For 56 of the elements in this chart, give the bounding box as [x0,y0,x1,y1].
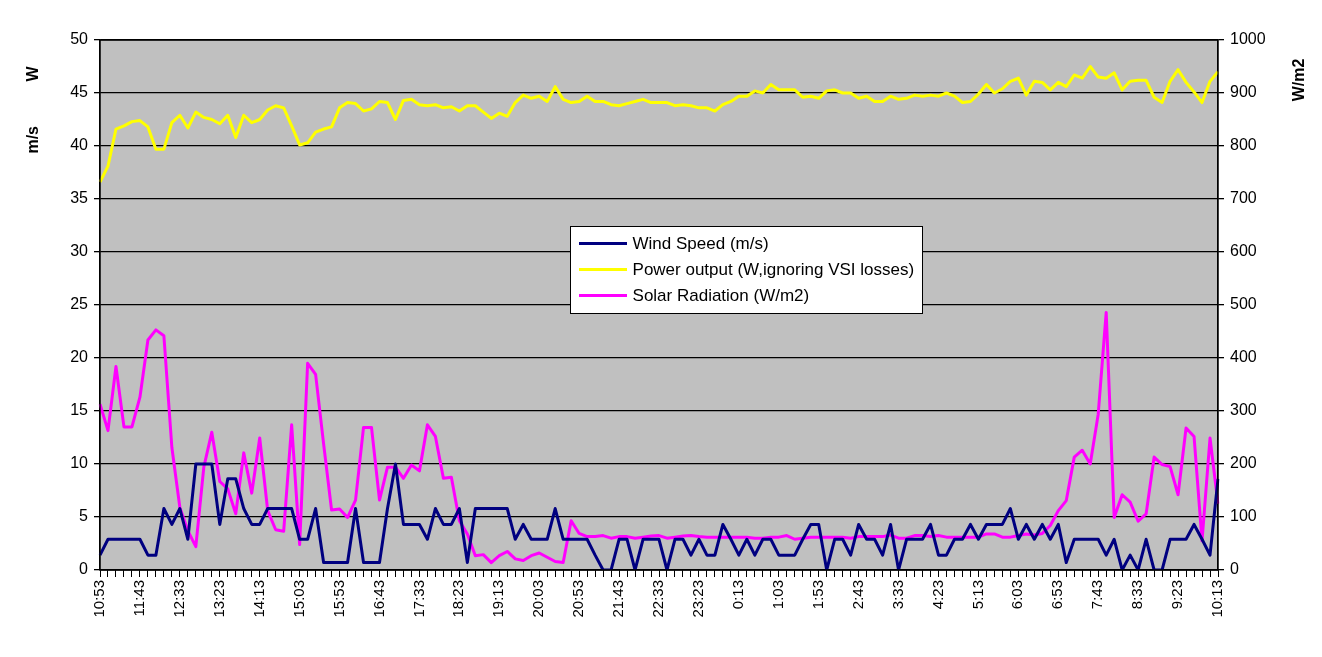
x-tick-label: 10:13 [1208,580,1226,618]
y-tick-label: 20 [70,348,89,366]
y2-tick-label: 1000 [1230,30,1266,48]
x-tick-label: 6:03 [1008,580,1026,610]
y-tick-label: 45 [70,83,89,101]
x-tick-label: 14:13 [249,580,267,618]
y-tick-label: 25 [70,295,89,313]
x-tick-label: 0:13 [729,580,746,610]
x-tick-label: 11:43 [130,580,148,617]
y-tick-label: 0 [79,560,89,578]
x-tick-label: 12:33 [170,580,187,618]
legend-label: Power output (W,ignoring VSI losses) [632,258,915,281]
x-tick-label: 13:23 [209,580,227,618]
x-tick-label: 5:13 [968,580,986,610]
x-tick-label: 20:53 [569,580,587,618]
y-axis-title: m/s W [24,65,42,154]
y2-tick-label: 900 [1230,83,1257,101]
x-tick-label: 15:03 [289,580,307,618]
y2-axis-title: W/m2 [1290,58,1308,102]
x-tick-label: 22:33 [649,580,667,618]
x-tick-label: 19:13 [489,580,507,618]
x-tick-label: 3:33 [888,580,906,610]
legend-label: Solar Radiation (W/m2) [632,284,810,307]
y2-tick-label: 400 [1230,348,1257,366]
x-tick-label: 7:43 [1088,580,1106,610]
x-tick-label: 8:33 [1128,580,1146,610]
x-tick-label: 9:23 [1168,580,1186,610]
x-tick-label: 23:23 [689,580,707,618]
x-tick-label: 20:03 [529,580,547,618]
y-tick-label: 15 [70,401,89,419]
y2-tick-label: 800 [1230,136,1257,154]
y2-tick-label: 200 [1230,454,1257,472]
x-tick-label: 17:33 [409,580,427,618]
x-tick-label: 10:53 [90,580,108,618]
y2-tick-label: 500 [1230,295,1257,313]
y2-tick-label: 300 [1230,401,1257,419]
x-tick-label: 15:53 [329,580,347,618]
x-tick-label: 18:23 [449,580,467,618]
y-tick-label: 40 [70,136,89,154]
legend-label: Wind Speed (m/s) [632,232,769,255]
x-tick-label: 4:23 [928,580,946,610]
y-tick-label: 50 [70,30,89,48]
y2-tick-label: 600 [1230,242,1257,260]
x-tick-label: 21:43 [609,580,627,618]
x-tick-label: 2:43 [848,580,866,610]
x-tick-label: 6:53 [1048,580,1066,610]
y-tick-label: 5 [79,507,89,525]
y-tick-label: 30 [70,242,89,260]
x-tick-label: 1:03 [768,580,786,610]
y-tick-label: 10 [70,454,89,472]
y-tick-label: 35 [70,189,89,207]
x-tick-label: 16:43 [369,580,387,618]
y2-tick-label: 100 [1230,507,1257,525]
y2-tick-label: 700 [1230,189,1257,207]
x-tick-label: 1:53 [808,580,826,610]
y2-tick-label: 0 [1230,560,1239,578]
